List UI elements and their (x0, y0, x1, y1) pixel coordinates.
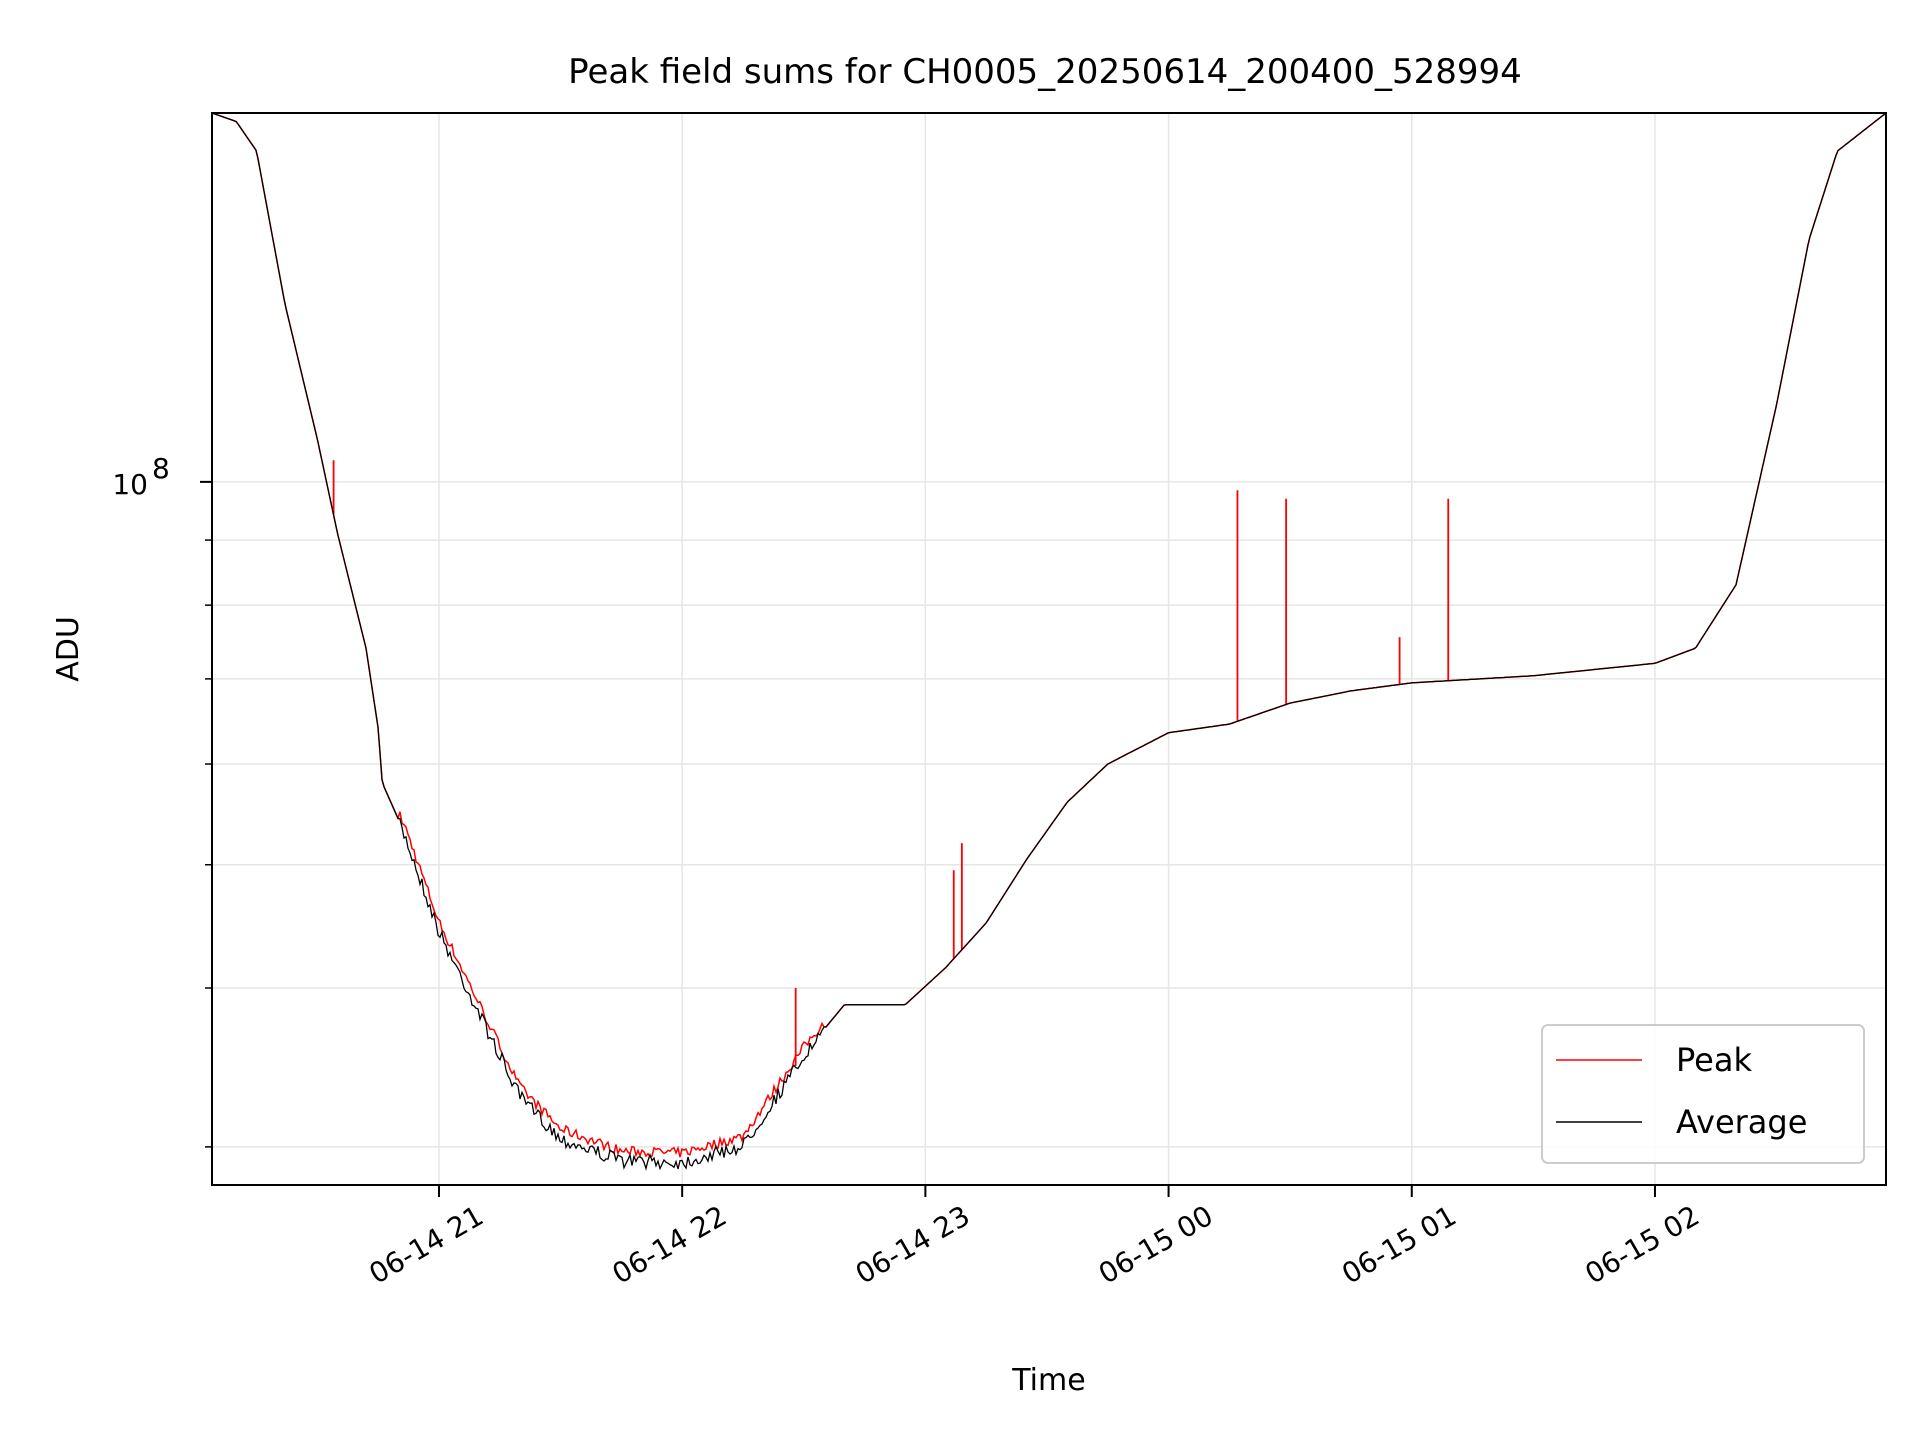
x-axis-label: Time (1011, 1363, 1085, 1398)
chart-title: Peak field sums for CH0005_20250614_2004… (568, 52, 1522, 92)
series-group (211, 112, 1887, 1171)
legend-entry-average: Average (1676, 1103, 1807, 1141)
grid (212, 113, 1886, 1185)
y-tick-exponent: 8 (152, 452, 170, 485)
y-tick-label: 10 (112, 468, 148, 501)
plot-frame (211, 112, 1887, 1186)
legend: Peak Average (1541, 1024, 1865, 1164)
series-line-average (211, 112, 1887, 1171)
legend-entry-peak: Peak (1676, 1041, 1752, 1079)
y-axis-label: ADU (51, 616, 86, 682)
